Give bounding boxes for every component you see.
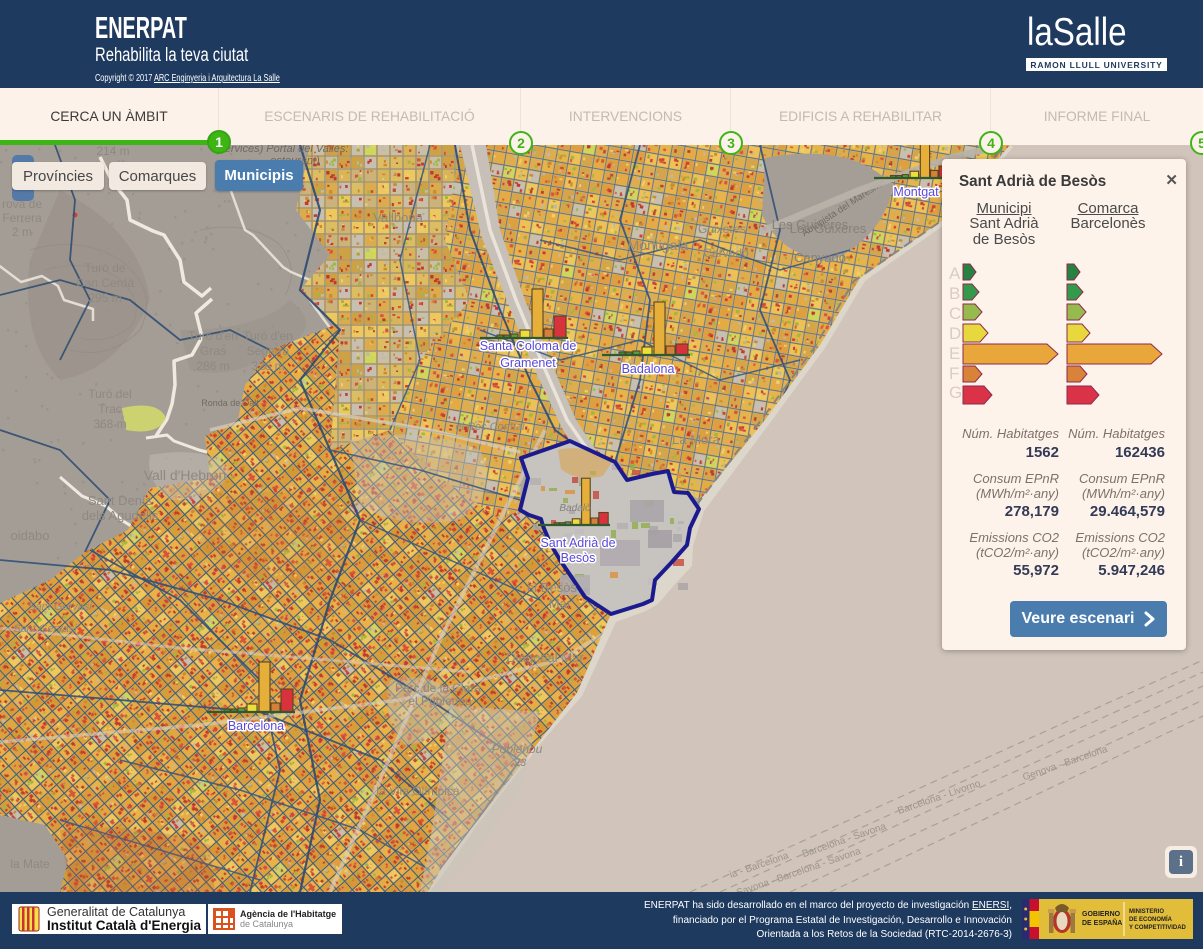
svg-text:326 m: 326 m <box>251 359 284 373</box>
svg-text:GOBIERNO: GOBIERNO <box>1082 911 1121 918</box>
svg-text:dels Agudells: dels Agudells <box>82 508 159 523</box>
svg-text:Gramenet: Gramenet <box>500 356 556 370</box>
svg-text:Turó d'en: Turó d'en <box>188 329 238 343</box>
svg-text:Turó del: Turó del <box>88 387 132 401</box>
svg-text:E: E <box>949 344 960 363</box>
svg-text:F: F <box>949 364 959 383</box>
svg-text:Y COMPETITIVIDAD: Y COMPETITIVIDAD <box>1129 925 1187 931</box>
svg-text:286 m: 286 m <box>196 359 229 373</box>
svg-text:Sant Denís: Sant Denís <box>88 493 153 508</box>
svg-text:295 m: 295 m <box>88 291 121 305</box>
svg-text:DE ECONOMÍA: DE ECONOMÍA <box>1129 915 1173 923</box>
svg-text:Badalò: Badalò <box>559 503 591 514</box>
svg-text:el Besòs: el Besòs <box>527 580 577 595</box>
svg-text:Les Guixeres: Les Guixeres <box>772 217 849 232</box>
svg-text:C: C <box>949 304 961 323</box>
svg-text:A: A <box>949 264 961 283</box>
svg-text:la Vila Olímpica: la Vila Olímpica <box>376 784 459 798</box>
svg-text:B: B <box>949 284 960 303</box>
svg-text:Vallbona: Vallbona <box>373 210 423 225</box>
svg-text:la Mate: la Mate <box>10 857 50 871</box>
svg-text:(services) Portal del Vallès:: (services) Portal del Vallès: <box>216 145 349 155</box>
svg-text:Segarra: Segarra <box>247 344 290 358</box>
svg-text:Poblenou: Poblenou <box>492 742 543 756</box>
svg-text:Ferrera: Ferrera <box>2 211 42 225</box>
svg-text:el Rec Comtal: el Rec Comtal <box>455 421 525 433</box>
svg-text:Carvadó: Carvadó <box>703 246 749 260</box>
svg-text:Parc de la Clara: Parc de la Clara <box>395 681 481 695</box>
svg-text:G: G <box>949 383 962 402</box>
svg-text:el Poblenou: el Poblenou <box>408 694 471 708</box>
svg-text:Mar: Mar <box>549 596 572 611</box>
svg-text:Sant Gervasi: Sant Gervasi <box>13 623 77 635</box>
svg-text:23: 23 <box>513 757 527 769</box>
svg-text:Trac: Trac <box>98 402 122 416</box>
svg-text:La Mora: La Mora <box>672 432 720 447</box>
svg-text:Les Guixeres: Les Guixeres <box>790 221 867 236</box>
svg-text:2 m: 2 m <box>12 225 32 239</box>
svg-text:Canyadó: Canyadó <box>794 250 846 265</box>
svg-text:Vall d'Hebron: Vall d'Hebron <box>144 467 227 483</box>
svg-text:Guixeres: Guixeres <box>698 222 746 236</box>
svg-text:DE ESPAÑA: DE ESPAÑA <box>1082 918 1122 927</box>
svg-text:214 m: 214 m <box>96 145 129 158</box>
svg-text:368 m: 368 m <box>93 417 126 431</box>
svg-text:Turó de: Turó de <box>85 261 126 275</box>
svg-text:Sant Adrià de: Sant Adrià de <box>540 536 615 550</box>
svg-text:oidabo: oidabo <box>10 528 49 543</box>
svg-text:Montgat: Montgat <box>893 185 939 199</box>
svg-text:Badalona: Badalona <box>622 362 675 376</box>
svg-text:Gras: Gras <box>200 344 226 358</box>
svg-text:MINISTERIO: MINISTERIO <box>1129 909 1164 915</box>
svg-text:Sant Gervasi: Sant Gervasi <box>28 601 92 613</box>
svg-text:Montigala: Montigala <box>628 237 689 253</box>
svg-text:Santa Coloma de: Santa Coloma de <box>480 339 577 353</box>
svg-text:rova de: rova de <box>2 197 42 211</box>
svg-text:Diagonal Mar: Diagonal Mar <box>506 650 584 665</box>
svg-text:Turó d'en: Turó d'en <box>243 329 293 343</box>
svg-text:Besòs: Besòs <box>561 551 596 565</box>
svg-text:Ronda de Dalt: Ronda de Dalt <box>201 398 259 408</box>
svg-text:D: D <box>949 324 961 343</box>
svg-text:Barcelona: Barcelona <box>228 719 284 733</box>
svg-text:Can Cerdà: Can Cerdà <box>76 276 134 290</box>
